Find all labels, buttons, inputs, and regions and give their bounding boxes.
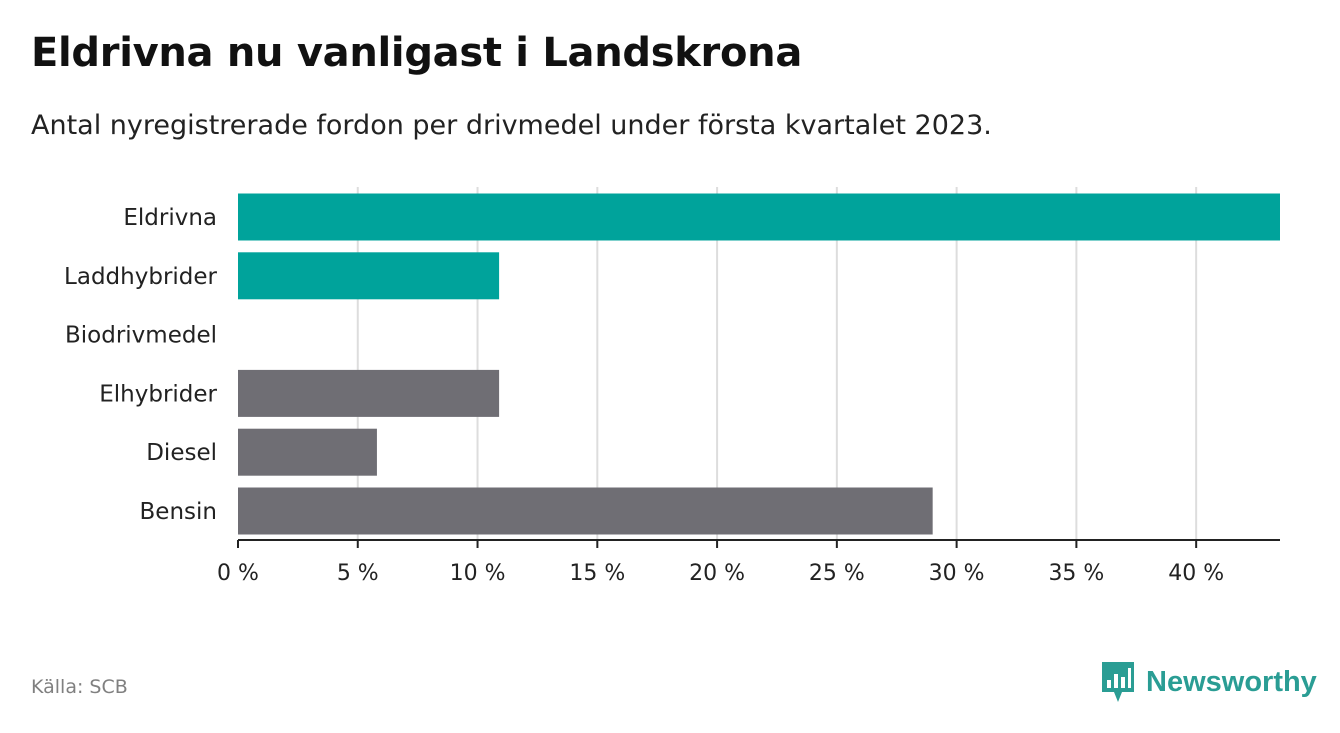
category-label: Diesel xyxy=(146,440,217,466)
category-label: Bensin xyxy=(140,499,217,525)
x-tick-label: 30 % xyxy=(929,561,985,586)
x-tick-label: 10 % xyxy=(450,561,506,586)
bar xyxy=(238,369,500,417)
source-note: Källa: SCB xyxy=(31,676,128,698)
x-tick-label: 0 % xyxy=(217,561,259,586)
category-label: Laddhybrider xyxy=(64,264,217,290)
x-tick-label: 35 % xyxy=(1048,561,1104,586)
bar xyxy=(238,428,377,476)
bar xyxy=(238,487,933,535)
chart-title: Eldrivna nu vanligast i Landskrona xyxy=(31,30,803,76)
x-tick-label: 20 % xyxy=(689,561,745,586)
brand-logo: Newsworthy xyxy=(1100,660,1317,704)
bar xyxy=(238,252,500,300)
x-tick-label: 5 % xyxy=(337,561,379,586)
x-tick-label: 40 % xyxy=(1168,561,1224,586)
bar xyxy=(238,193,1280,241)
newsworthy-logo-icon xyxy=(1102,662,1134,702)
x-tick-label: 15 % xyxy=(569,561,625,586)
category-label: Biodrivmedel xyxy=(65,323,217,349)
category-label: Elhybrider xyxy=(99,381,217,407)
category-label: Eldrivna xyxy=(123,205,217,231)
chart-subtitle: Antal nyregistrerade fordon per drivmede… xyxy=(31,110,992,141)
x-tick-label: 25 % xyxy=(809,561,865,586)
brand-name: Newsworthy xyxy=(1146,665,1317,698)
